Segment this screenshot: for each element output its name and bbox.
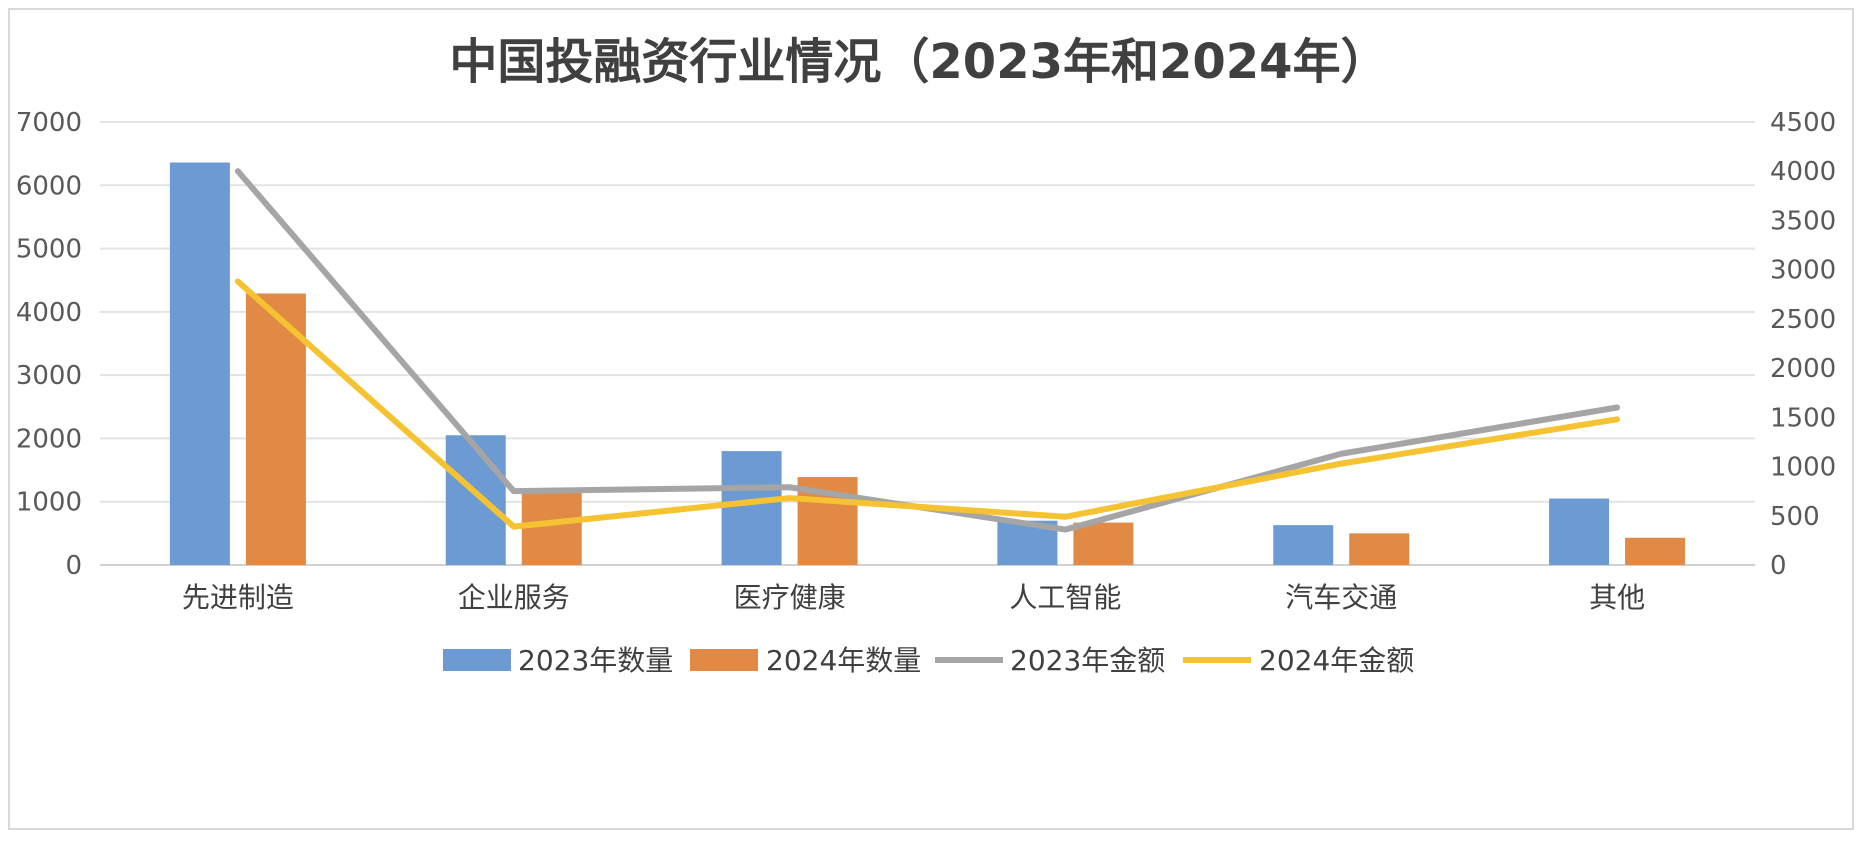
legend-label: 2024年数量 [766, 644, 921, 677]
bar [1549, 498, 1610, 565]
right-tick-label: 4500 [1770, 108, 1836, 138]
legend: 2023年数量 2024年数量 2023年金额 2024年金额 [443, 644, 1414, 677]
bar [445, 435, 506, 565]
category-label: 先进制造 [182, 581, 294, 614]
lines [234, 168, 1621, 533]
series-line [234, 278, 1621, 530]
bar [721, 451, 782, 565]
bar [1273, 525, 1334, 565]
series-line [234, 168, 1621, 533]
right-tick-label: 2000 [1770, 354, 1836, 384]
bar [1349, 533, 1410, 565]
right-tick-label: 0 [1770, 551, 1787, 581]
left-tick-label: 5000 [16, 235, 82, 265]
bar [1625, 537, 1686, 565]
left-tick-label: 4000 [16, 298, 82, 328]
category-label: 其他 [1589, 581, 1645, 614]
bar [1073, 522, 1134, 565]
category-label: 人工智能 [1009, 581, 1121, 614]
right-tick-label: 2500 [1770, 305, 1836, 335]
legend-swatch [443, 649, 511, 671]
left-tick-label: 0 [65, 551, 82, 581]
legend-swatch [690, 649, 758, 671]
bar [521, 492, 582, 565]
category-labels: 先进制造 企业服务 医疗健康 人工智能 汽车交通 其他 [182, 581, 1645, 614]
left-tick-label: 7000 [16, 108, 82, 138]
right-tick-label: 500 [1770, 502, 1820, 532]
left-axis-ticks: 0 1000 2000 3000 4000 5000 6000 7000 [16, 108, 82, 581]
right-tick-label: 1000 [1770, 453, 1836, 483]
left-tick-label: 2000 [16, 424, 82, 454]
left-tick-label: 3000 [16, 361, 82, 391]
right-tick-label: 3500 [1770, 206, 1836, 236]
gridlines [100, 121, 1755, 566]
legend-label: 2024年金额 [1259, 644, 1414, 677]
left-tick-label: 1000 [16, 488, 82, 518]
bar [245, 293, 306, 565]
bar [169, 162, 230, 565]
right-tick-label: 4000 [1770, 157, 1836, 187]
right-tick-label: 1500 [1770, 403, 1836, 433]
legend-label: 2023年金额 [1010, 644, 1165, 677]
right-axis-ticks: 0 500 1000 1500 2000 2500 3000 3500 4000 4500 [1770, 108, 1836, 581]
bars [169, 162, 1686, 565]
category-label: 企业服务 [458, 581, 570, 614]
chart-title: 中国投融资行业情况（2023年和2024年） [449, 34, 1388, 90]
category-label: 医疗健康 [734, 581, 846, 614]
category-label: 汽车交通 [1285, 581, 1397, 614]
legend-label: 2023年数量 [518, 644, 673, 677]
left-tick-label: 6000 [16, 171, 82, 201]
right-tick-label: 3000 [1770, 256, 1836, 286]
